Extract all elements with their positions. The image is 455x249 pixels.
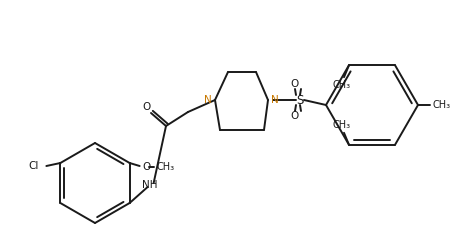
Text: CH₃: CH₃ [332,120,350,130]
Text: S: S [296,94,303,107]
Text: Cl: Cl [28,161,38,171]
Text: NH: NH [142,180,157,190]
Text: O: O [290,111,298,121]
Text: O: O [142,102,151,112]
Text: O: O [290,79,298,89]
Text: CH₃: CH₃ [156,162,174,172]
Text: CH₃: CH₃ [432,100,450,110]
Text: N: N [204,95,212,105]
Text: O: O [142,162,151,172]
Text: CH₃: CH₃ [332,80,350,90]
Text: N: N [271,95,278,105]
